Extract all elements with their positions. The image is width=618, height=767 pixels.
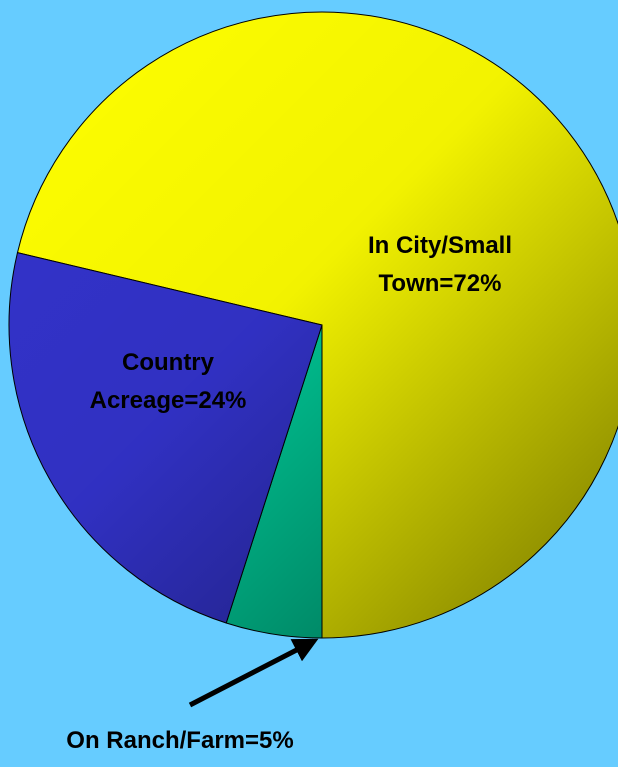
data-label-line: Country <box>122 349 215 376</box>
pie <box>8 11 618 639</box>
callout-arrow <box>188 638 319 708</box>
data-label-line: Town=72% <box>379 270 502 297</box>
data-label-line: In City/Small <box>368 232 512 259</box>
data-label: In City/Small Town=72% <box>368 232 512 297</box>
data-label: Country Acreage=24% <box>90 349 247 414</box>
data-label-line: Acreage=24% <box>90 387 247 414</box>
data-label: On Ranch/Farm=5% <box>66 727 293 754</box>
